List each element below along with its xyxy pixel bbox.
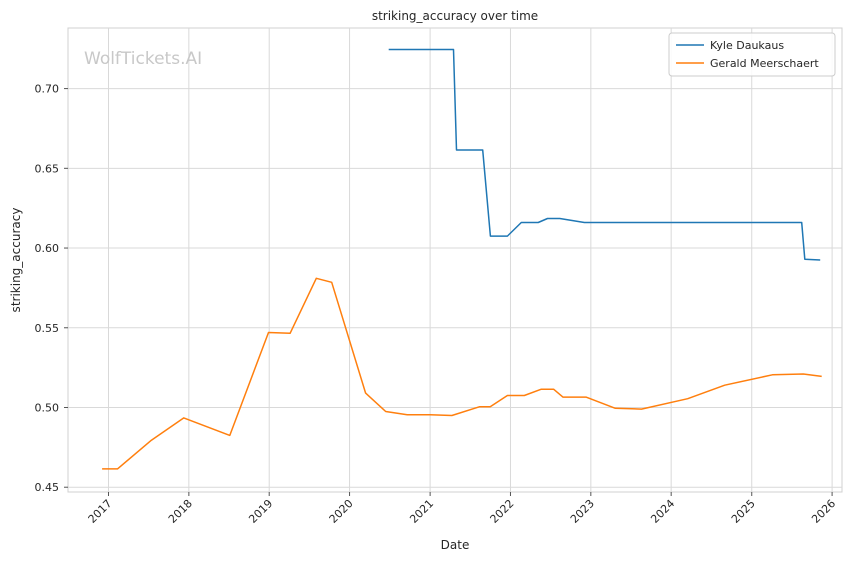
legend-label-gerald-meerschaert: Gerald Meerschaert <box>710 57 819 70</box>
x-axis-label: Date <box>441 538 470 552</box>
series-line-gerald-meerschaert <box>102 277 822 470</box>
watermark: WolfTickets.AI <box>84 49 202 69</box>
y-tick-label: 0.45 <box>35 481 60 494</box>
x-tick-label: 2019 <box>246 497 275 526</box>
x-tick-label: 2020 <box>327 497 356 526</box>
y-tick-label: 0.65 <box>35 162 60 175</box>
plot-area <box>67 27 843 493</box>
x-tick-label: 2018 <box>166 497 195 526</box>
y-tick-label: 0.50 <box>35 401 60 414</box>
legend: Kyle Daukaus Gerald Meerschaert <box>668 32 836 77</box>
y-tick-label: 0.60 <box>35 242 60 255</box>
series-line-kyle-daukaus <box>388 48 821 261</box>
legend-label-kyle-daukaus: Kyle Daukaus <box>710 39 784 52</box>
x-axis-ticks: 2017 2018 2019 2020 2021 2022 2023 2024 2025 2026 <box>86 492 838 526</box>
x-tick-label: 2024 <box>648 497 677 526</box>
x-tick-label: 2021 <box>407 497 436 526</box>
y-axis-label: striking_accuracy <box>9 208 23 313</box>
chart-title: striking_accuracy over time <box>372 9 538 23</box>
legend-box <box>668 32 836 77</box>
x-tick-label: 2026 <box>809 497 838 526</box>
y-tick-label: 0.55 <box>35 322 60 335</box>
x-tick-label: 2022 <box>488 497 517 526</box>
x-tick-label: 2023 <box>568 497 597 526</box>
y-tick-label: 0.70 <box>35 83 60 96</box>
series-lines <box>102 48 822 470</box>
x-tick-label: 2025 <box>729 497 758 526</box>
x-tick-label: 2017 <box>86 497 115 526</box>
y-axis-ticks: 0.45 0.50 0.55 0.60 0.65 0.70 <box>35 83 68 494</box>
gridlines <box>68 28 842 492</box>
